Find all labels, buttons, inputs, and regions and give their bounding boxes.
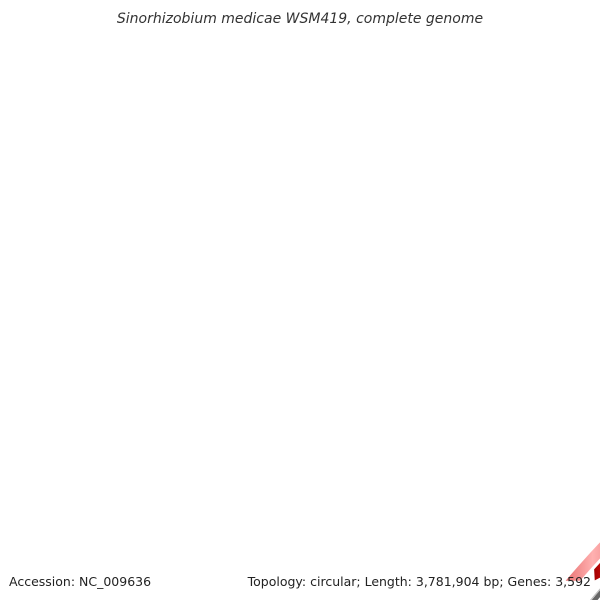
cds-track: [563, 540, 600, 582]
backbone-line: [591, 590, 600, 600]
genome-summary-text: Topology: circular; Length: 3,781,904 bp…: [247, 574, 591, 589]
genome-backbone: [590, 588, 600, 600]
backbone-highlight: [590, 588, 600, 600]
gene-arrow[interactable]: [593, 538, 600, 583]
accession-text: Accession: NC_009636: [9, 574, 151, 589]
map-title: Sinorhizobium medicae WSM419, complete g…: [117, 11, 483, 27]
cds-block: [563, 540, 600, 582]
gene-track: [593, 538, 600, 583]
